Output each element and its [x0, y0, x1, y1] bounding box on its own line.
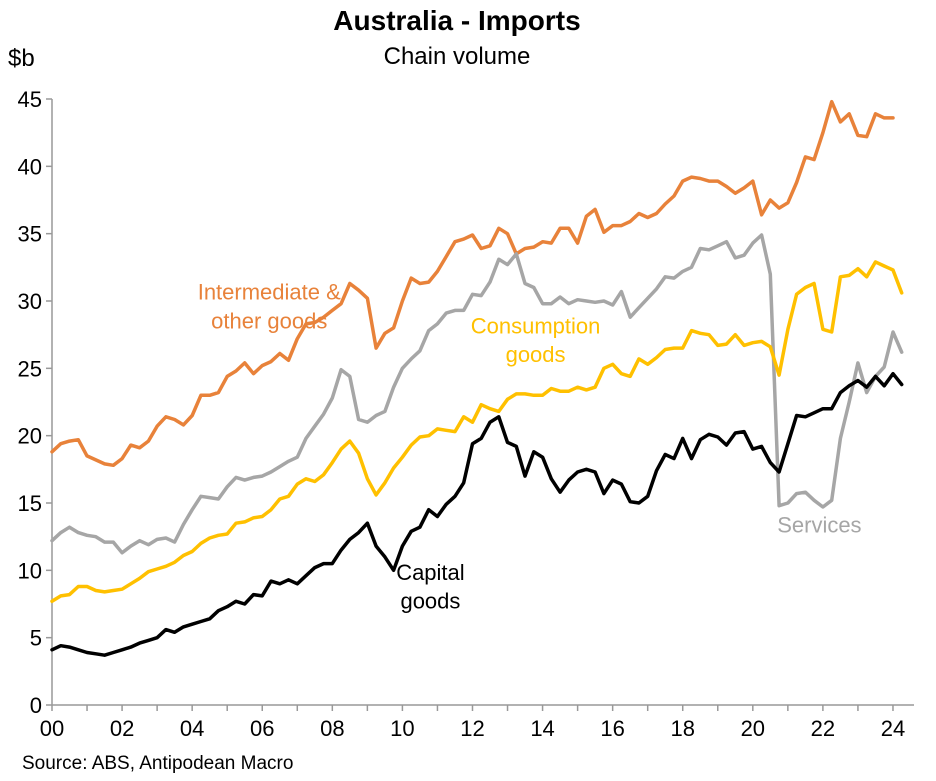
y-tick-label: 25	[18, 356, 42, 381]
series-line-consumption-goods	[50, 260, 904, 604]
series-label-line: goods	[400, 588, 460, 613]
y-tick-label: 35	[18, 222, 42, 247]
x-tick-label: 06	[250, 716, 274, 741]
y-tick-label: 20	[18, 424, 42, 449]
series-label-line: Services	[777, 513, 861, 538]
y-tick-label: 45	[18, 87, 42, 112]
series-label-line: goods	[506, 342, 566, 367]
y-tick-label: 10	[18, 558, 42, 583]
x-tick-label: 10	[390, 716, 414, 741]
x-tick-label: 18	[670, 716, 694, 741]
x-tick-label: 08	[320, 716, 344, 741]
chart-subtitle: Chain volume	[384, 43, 531, 70]
x-tick-label: 16	[600, 716, 624, 741]
series-label-services: Services	[777, 513, 861, 538]
series-label-intermediate-other-goods: Intermediate & other goods	[198, 280, 341, 334]
series-line-intermediate-other-goods	[50, 99, 895, 468]
y-tick-label: 0	[30, 693, 42, 718]
series-annotations-group: Intermediate & other goods Consumption good…	[198, 280, 862, 614]
series-label-line: other goods	[211, 308, 327, 333]
y-tick-label: 40	[18, 154, 42, 179]
series-line-capital-goods	[50, 371, 904, 657]
source-note: Source: ABS, Antipodean Macro	[22, 753, 293, 774]
series-lines-group	[50, 99, 904, 657]
series-label-line: Capital	[396, 560, 464, 585]
x-tick-label: 00	[40, 716, 64, 741]
y-axis-unit-label: $b	[8, 45, 35, 72]
series-label-consumption-goods: Consumption goods	[471, 313, 601, 367]
x-tick-label: 04	[180, 716, 204, 741]
x-tick-label: 12	[460, 716, 484, 741]
x-tick-label: 20	[741, 716, 765, 741]
series-line-services	[50, 233, 904, 555]
x-tick-label: 24	[881, 716, 905, 741]
y-tick-label: 30	[18, 289, 42, 314]
x-tick-label: 02	[110, 716, 134, 741]
series-label-capital-goods: Capital goods	[396, 560, 464, 614]
y-tick-label: 5	[30, 626, 42, 651]
series-label-line: Consumption	[471, 313, 601, 338]
y-tick-label: 15	[18, 491, 42, 516]
series-label-line: Intermediate &	[198, 280, 341, 305]
x-tick-label: 22	[811, 716, 835, 741]
chart-title: Australia - Imports	[333, 5, 580, 36]
axes-group: 0 5 10 15 20 25 30 35 40 45 00 02 04 06 08 10 12 14 16 18 20…	[18, 87, 914, 741]
x-tick-label: 14	[530, 716, 554, 741]
